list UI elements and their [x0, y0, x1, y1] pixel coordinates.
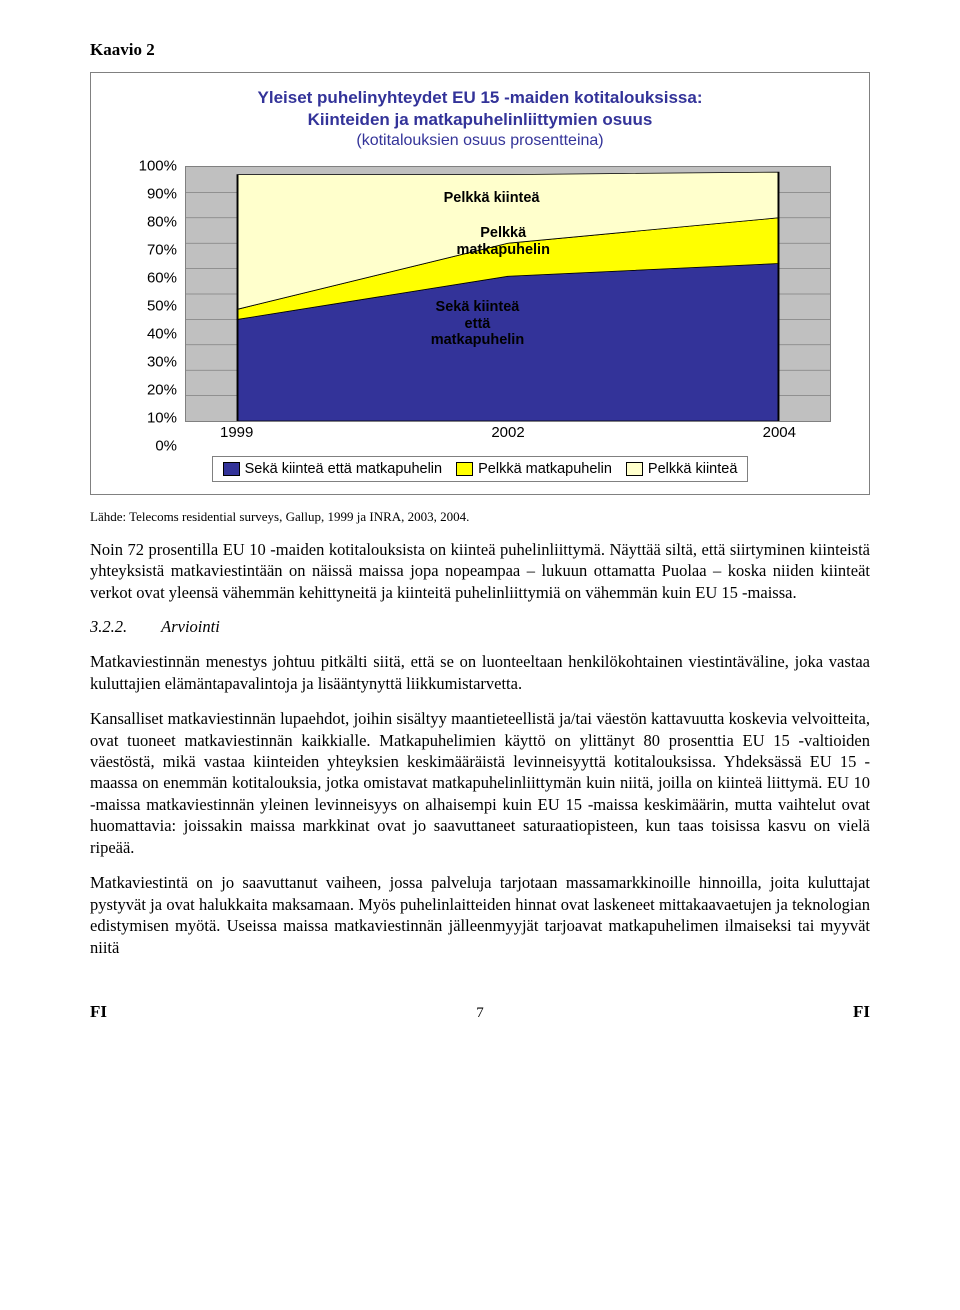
y-tick: 0%	[155, 437, 177, 454]
x-tick: 1999	[220, 424, 253, 441]
swatch-icon	[456, 462, 473, 476]
y-tick: 70%	[147, 241, 177, 258]
plot: Pelkkä kiinteä Pelkkämatkapuhelin Sekä k…	[185, 166, 831, 422]
chart-title-line2: Kiinteiden ja matkapuhelinliittymien osu…	[109, 109, 851, 131]
annotation-both: Sekä kiinteäettämatkapuhelin	[431, 299, 524, 349]
y-tick: 90%	[147, 185, 177, 202]
legend-label: Pelkkä matkapuhelin	[478, 461, 612, 477]
chart-title-line3: (kotitalouksien osuus prosentteina)	[109, 131, 851, 152]
chart-container: Yleiset puhelinyhteydet EU 15 -maiden ko…	[90, 72, 870, 495]
footer-right: FI	[853, 1002, 870, 1022]
figure-label: Kaavio 2	[90, 40, 870, 60]
legend: Sekä kiinteä että matkapuhelin Pelkkä ma…	[212, 456, 749, 482]
y-tick: 80%	[147, 213, 177, 230]
footer-left: FI	[90, 1002, 107, 1022]
paragraph: Matkaviestinnän menestys johtuu pitkälti…	[90, 651, 870, 694]
section-title: Arviointi	[161, 617, 220, 637]
y-axis: 100% 90% 80% 70% 60% 50% 40% 30% 20% 10%…	[119, 166, 181, 446]
chart-title-line1: Yleiset puhelinyhteydet EU 15 -maiden ko…	[109, 87, 851, 109]
y-tick: 20%	[147, 381, 177, 398]
paragraph: Matkaviestintä on jo saavuttanut vaiheen…	[90, 872, 870, 958]
page-number: 7	[476, 1005, 484, 1022]
y-tick: 50%	[147, 297, 177, 314]
y-tick: 30%	[147, 353, 177, 370]
x-tick: 2004	[763, 424, 796, 441]
swatch-icon	[626, 462, 643, 476]
page-footer: FI 7 FI	[0, 1002, 960, 1052]
y-tick: 40%	[147, 325, 177, 342]
legend-item: Sekä kiinteä että matkapuhelin	[223, 461, 443, 477]
section-heading: 3.2.2. Arviointi	[90, 617, 870, 637]
paragraph: Noin 72 prosentilla EU 10 -maiden kotita…	[90, 539, 870, 603]
source-line: Lähde: Telecoms residential surveys, Gal…	[90, 509, 870, 525]
paragraph: Kansalliset matkaviestinnän lupaehdot, j…	[90, 708, 870, 858]
legend-item: Pelkkä matkapuhelin	[456, 461, 612, 477]
y-tick: 10%	[147, 409, 177, 426]
annotation-mobile: Pelkkämatkapuhelin	[456, 225, 549, 258]
x-axis: 1999 2002 2004	[185, 424, 831, 446]
chart-title: Yleiset puhelinyhteydet EU 15 -maiden ko…	[109, 87, 851, 152]
swatch-icon	[223, 462, 240, 476]
annotation-fixed: Pelkkä kiinteä	[444, 190, 540, 207]
legend-label: Pelkkä kiinteä	[648, 461, 737, 477]
chart-plot-area: 100% 90% 80% 70% 60% 50% 40% 30% 20% 10%…	[119, 166, 841, 446]
section-number: 3.2.2.	[90, 617, 127, 637]
x-tick: 2002	[491, 424, 524, 441]
y-tick: 60%	[147, 269, 177, 286]
legend-label: Sekä kiinteä että matkapuhelin	[245, 461, 443, 477]
legend-item: Pelkkä kiinteä	[626, 461, 737, 477]
y-tick: 100%	[139, 157, 177, 174]
